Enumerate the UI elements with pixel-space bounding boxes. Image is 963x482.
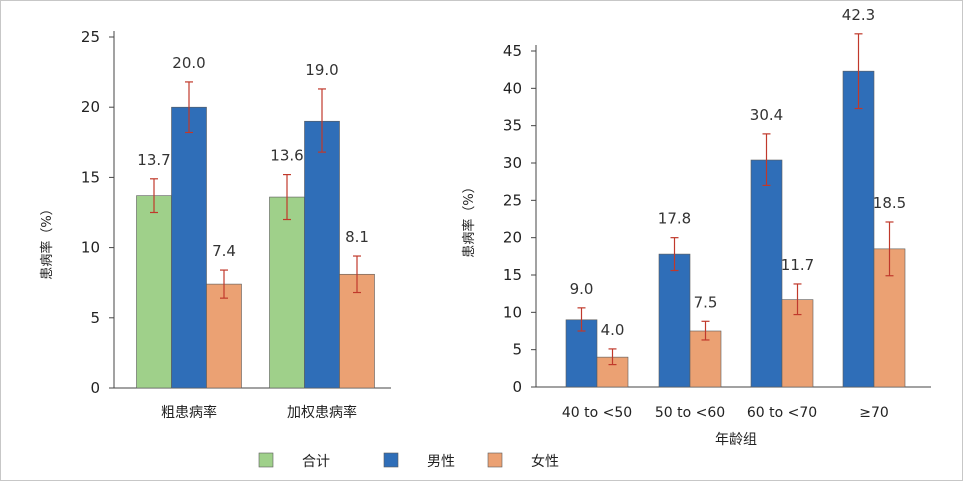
left-value-label: 13.6 [270,147,303,165]
legend-label-female: 女性 [531,453,559,470]
right-bar-male [750,159,783,388]
legend-swatch-male [383,452,399,468]
left-category-label: 加权患病率 [287,404,357,421]
right-y-tick-label: 0 [512,378,522,396]
right-x-axis-title: 年龄组 [715,432,757,448]
left-value-label: 7.4 [212,242,236,260]
right-value-label: 30.4 [750,106,783,124]
legend-swatch-female [487,452,503,468]
right-y-tick-label: 15 [503,266,522,284]
left-y-tick-label: 25 [81,28,100,46]
left-value-label: 20.0 [172,54,205,72]
right-category-label: ≥70 [859,405,889,421]
right-category-label: 50 to <60 [655,405,725,421]
left-category-label: 粗患病率 [161,404,217,421]
left-bar-female [339,273,375,389]
right-value-label: 17.8 [658,210,691,228]
left-bar-male [171,106,207,389]
left-y-tick-label: 0 [90,379,100,397]
right-value-label: 42.3 [842,6,875,24]
right-y-tick-label: 25 [503,191,522,209]
right-value-label: 9.0 [570,280,594,298]
left-value-label: 19.0 [305,61,338,79]
right-y-axis-title: 患病率（%） [461,180,477,257]
right-category-label: 40 to <50 [562,405,632,421]
legend-swatch-total [258,452,274,468]
left-bar-total [136,195,172,389]
left-y-tick-label: 5 [90,309,100,327]
left-y-tick-label: 15 [81,168,100,186]
right-category-label: 60 to <70 [747,405,817,421]
right-value-label: 7.5 [694,293,718,311]
right-y-tick-label: 45 [503,42,522,60]
right-value-label: 4.0 [601,321,625,339]
left-bar-female [206,283,242,389]
right-value-label: 18.5 [873,194,906,212]
right-y-tick-label: 10 [503,303,522,321]
right-y-tick-label: 35 [503,117,522,135]
left-value-label: 8.1 [345,228,369,246]
legend-label-male: 男性 [427,454,455,470]
right-y-tick-label: 5 [512,341,522,359]
legend-label-total: 合计 [302,454,330,470]
right-y-tick-label: 30 [503,154,522,172]
left-bar-total [269,196,305,389]
left-bar-male [304,120,340,389]
left-y-axis-title: 患病率（%） [39,202,55,279]
left-value-label: 13.7 [137,151,170,169]
left-y-tick-label: 20 [81,98,100,116]
right-value-label: 11.7 [781,256,814,274]
right-bar-male [658,253,691,388]
right-bar-male [842,70,875,388]
right-y-tick-label: 40 [503,79,522,97]
left-y-tick-label: 10 [81,239,100,257]
right-y-tick-label: 20 [503,229,522,247]
